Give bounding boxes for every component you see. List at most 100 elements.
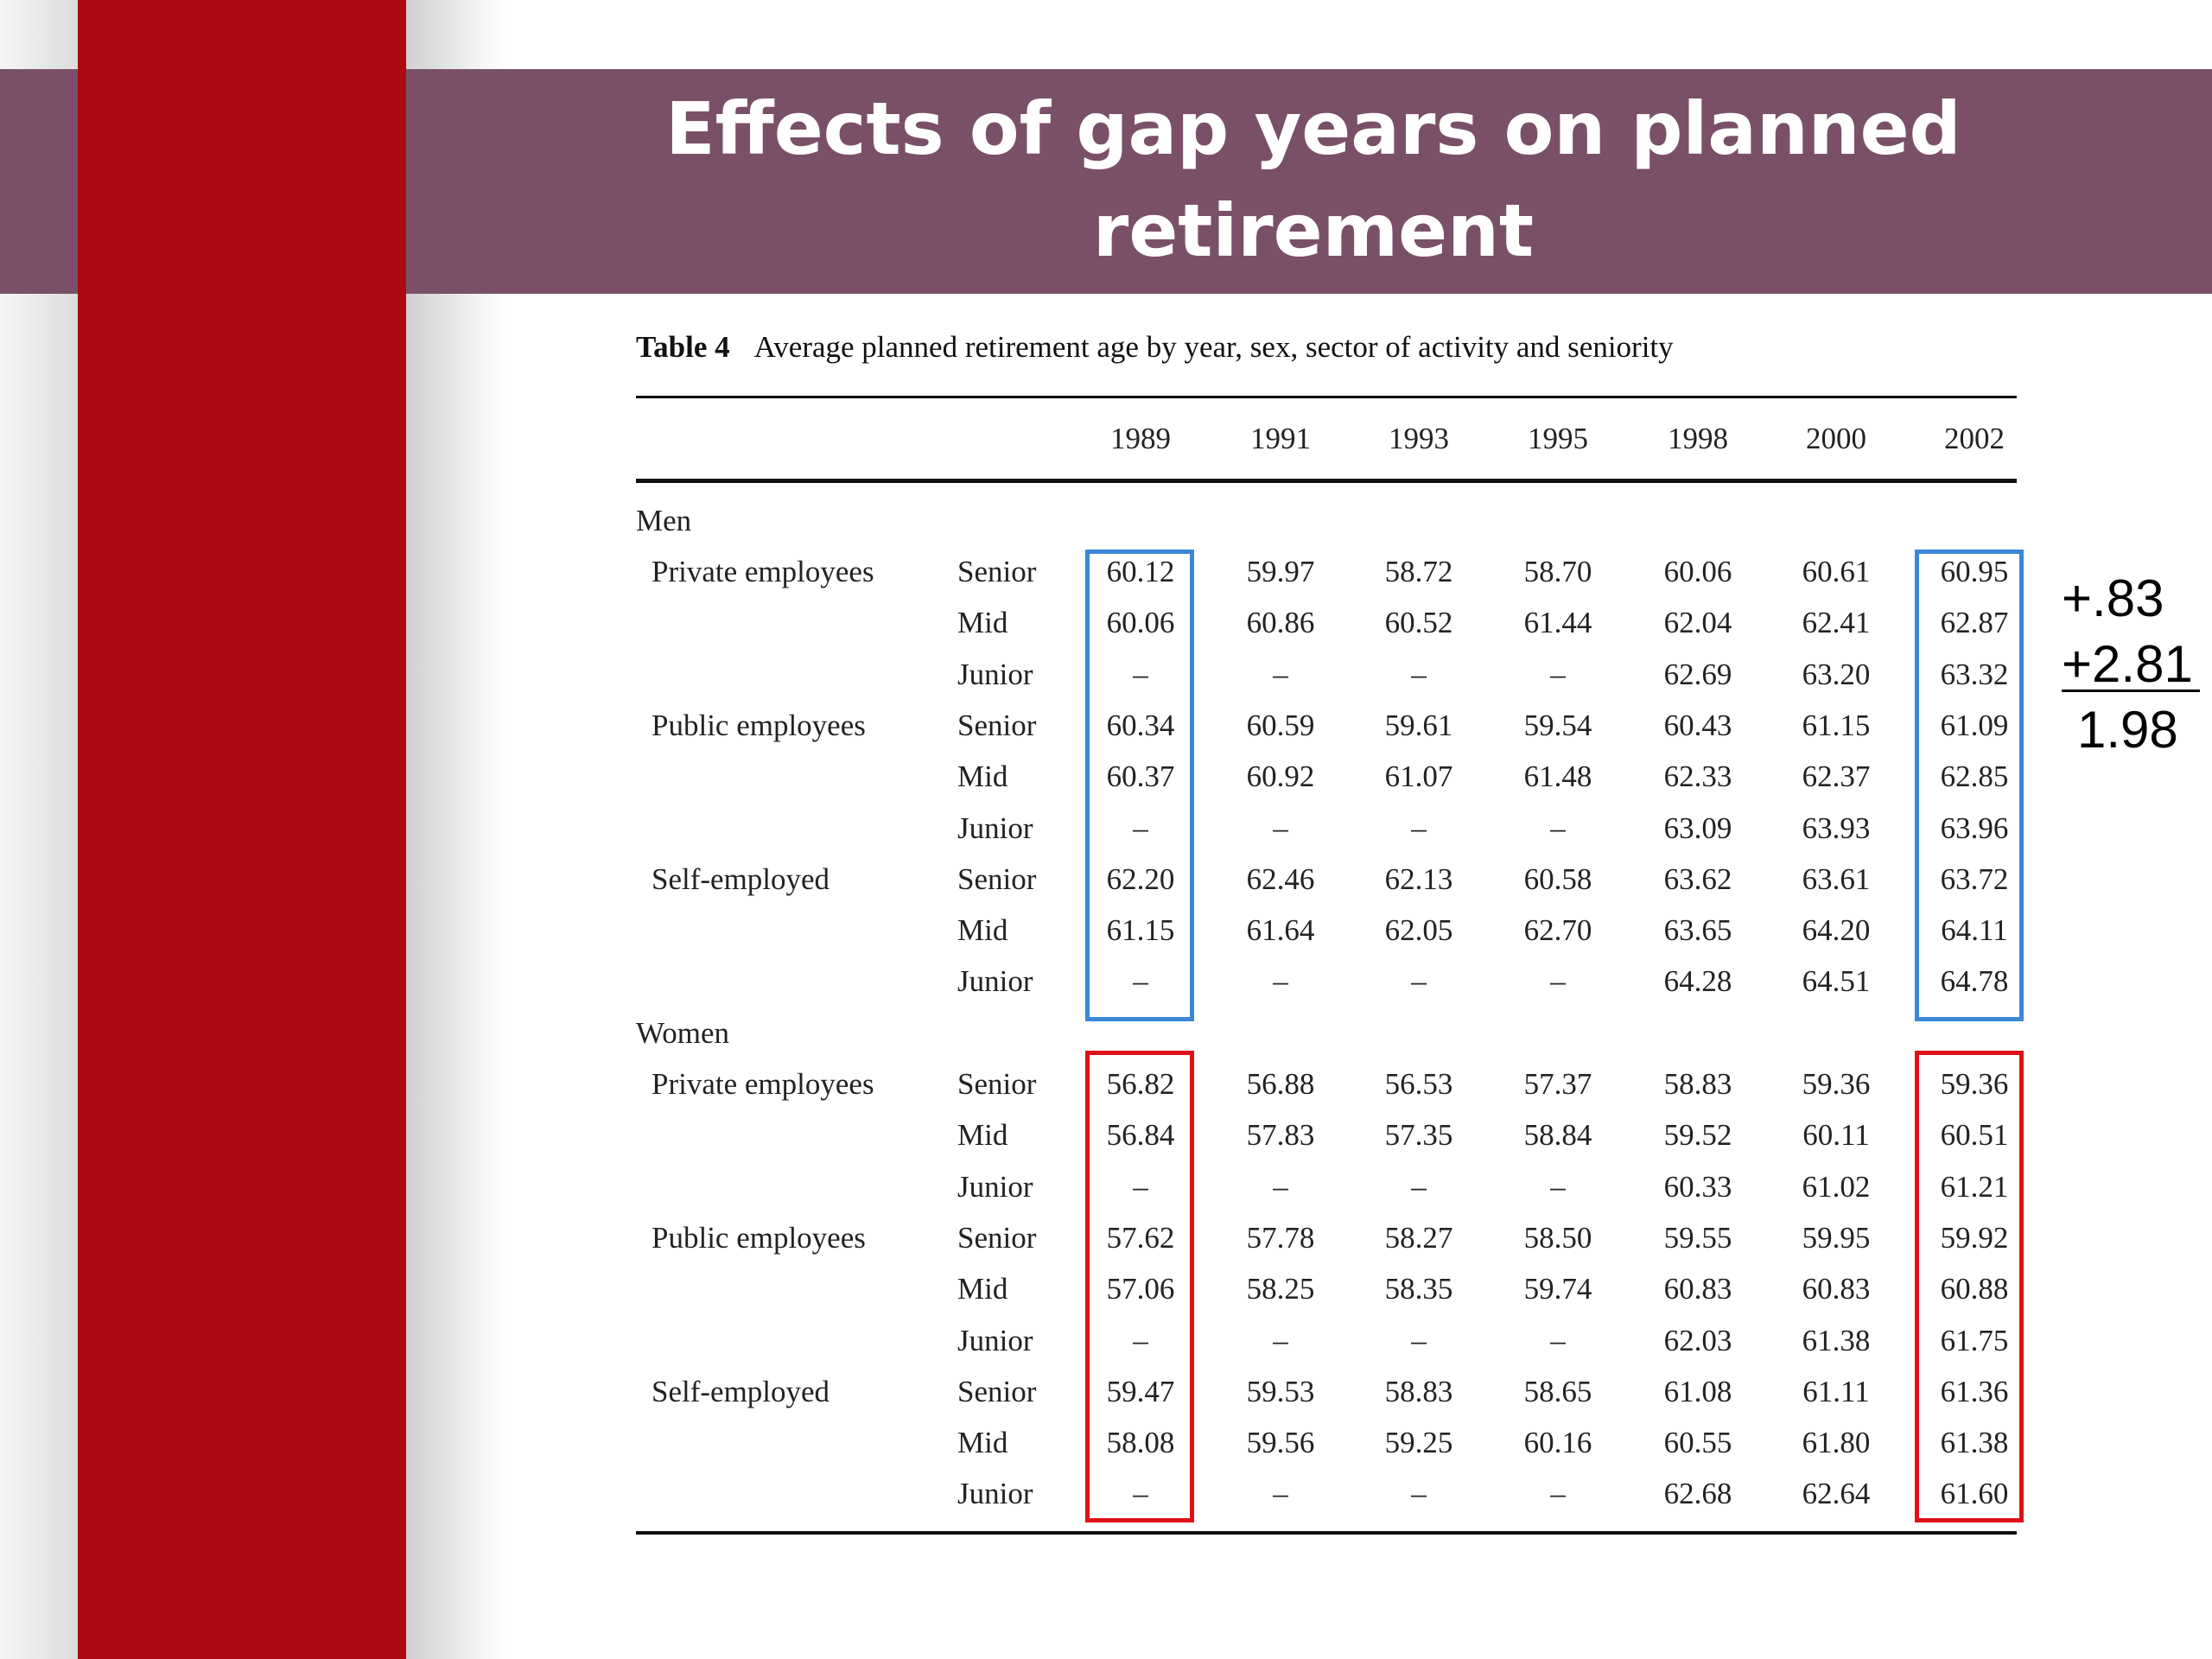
table-cell: 63.96 — [1940, 810, 2009, 845]
year-header: 1991 — [1250, 422, 1311, 455]
table-cell: 57.78 — [1246, 1220, 1315, 1255]
table-cell: 62.13 — [1384, 861, 1453, 896]
seniority-label: Mid — [957, 1118, 1008, 1153]
table-cell: 59.53 — [1246, 1374, 1315, 1408]
table-cell: 60.37 — [1106, 760, 1175, 794]
table-cell: 64.28 — [1663, 964, 1732, 999]
sector-label: Self-employed — [652, 861, 830, 896]
sector-label: Self-employed — [652, 1374, 830, 1408]
table-cell: 60.83 — [1802, 1272, 1871, 1306]
table-cell: 63.32 — [1940, 657, 2009, 691]
annotation-difference-2: +2.81 — [2062, 635, 2193, 693]
table-cell: 61.64 — [1246, 913, 1315, 948]
table-cell: 60.55 — [1663, 1426, 1732, 1460]
table-cell: 62.37 — [1802, 760, 1871, 794]
table-cell: 60.33 — [1663, 1169, 1732, 1204]
table-cell: – — [1273, 964, 1288, 999]
table-cell: 60.43 — [1663, 708, 1732, 742]
sector-label: Public employees — [652, 708, 866, 742]
seniority-label: Mid — [957, 606, 1008, 640]
table-cell: – — [1273, 1477, 1288, 1511]
table-cell: 62.46 — [1246, 861, 1315, 896]
table-cell: 58.65 — [1523, 1374, 1592, 1408]
table-cell: 62.33 — [1663, 760, 1732, 794]
table-cell: 59.74 — [1523, 1272, 1592, 1306]
table-cell: 59.55 — [1663, 1220, 1732, 1255]
table-cell: 61.08 — [1663, 1374, 1732, 1408]
table-cell: 58.72 — [1384, 555, 1453, 588]
table-cell: – — [1273, 810, 1288, 845]
table-bottom-rule — [636, 1531, 2017, 1535]
table-cell: 60.92 — [1246, 760, 1315, 794]
table-cell: 57.37 — [1523, 1067, 1592, 1101]
table-cell: 62.69 — [1663, 657, 1732, 691]
table-cell: 59.47 — [1106, 1374, 1175, 1408]
table-cell: 59.52 — [1663, 1118, 1732, 1153]
table-cell: 61.38 — [1802, 1323, 1871, 1357]
table-cell: – — [1411, 1323, 1427, 1357]
men-1989-highlight-box — [1085, 550, 1194, 1021]
table-cell: – — [1133, 810, 1148, 845]
seniority-label: Senior — [957, 708, 1037, 742]
table-cell: 60.34 — [1106, 708, 1175, 742]
table-cell: 60.86 — [1246, 606, 1315, 640]
table-cell: – — [1273, 1169, 1288, 1204]
year-header: 1993 — [1389, 422, 1449, 455]
table-cell: – — [1550, 964, 1566, 999]
men-2002-highlight-box — [1915, 550, 2024, 1021]
table-cell: 60.51 — [1940, 1118, 2009, 1153]
table-cell: 63.72 — [1940, 861, 2009, 896]
table-caption-label: Table 4 — [636, 330, 730, 364]
table-cell: – — [1273, 657, 1288, 691]
seniority-label: Mid — [957, 1426, 1008, 1460]
annotation-difference-1: +.83 — [2062, 569, 2164, 627]
year-header: 1998 — [1668, 422, 1728, 455]
table-cell: 61.02 — [1802, 1169, 1871, 1204]
slide-title-line-1: Effects of gap years on planned retireme… — [665, 86, 1961, 273]
seniority-label: Senior — [957, 1220, 1037, 1255]
table-cell: 58.70 — [1523, 555, 1592, 588]
table-cell: 60.11 — [1802, 1118, 1870, 1153]
table-cell: 60.88 — [1940, 1272, 2009, 1306]
table-cell: 61.15 — [1106, 913, 1175, 948]
sector-label: Private employees — [652, 555, 874, 588]
seniority-label: Senior — [957, 861, 1037, 896]
table-cell: 62.05 — [1384, 913, 1453, 948]
year-header: 2000 — [1806, 422, 1866, 455]
table-cell: 62.41 — [1802, 606, 1871, 640]
table-cell: 64.11 — [1941, 913, 2008, 948]
seniority-label: Junior — [957, 1323, 1033, 1357]
seniority-label: Junior — [957, 657, 1033, 691]
sector-label: Private employees — [652, 1067, 874, 1101]
seniority-label: Junior — [957, 1169, 1033, 1204]
seniority-label: Senior — [957, 1374, 1037, 1408]
table-cell: 59.36 — [1802, 1067, 1871, 1101]
seniority-label: Mid — [957, 913, 1008, 948]
table-cell: 60.16 — [1523, 1426, 1592, 1460]
table-cell: 57.62 — [1106, 1220, 1175, 1255]
table-cell: – — [1133, 964, 1148, 999]
table-cell: 59.92 — [1940, 1220, 2009, 1255]
table-cell: – — [1133, 657, 1148, 691]
table-cell: 61.60 — [1940, 1477, 2009, 1511]
seniority-label: Senior — [957, 555, 1037, 588]
table-cell: 58.50 — [1523, 1220, 1592, 1255]
slide-title: Effects of gap years on planned retireme… — [484, 78, 2143, 384]
table-cell: 56.53 — [1384, 1067, 1453, 1101]
seniority-label: Junior — [957, 810, 1033, 845]
table-cell: 60.61 — [1802, 555, 1871, 588]
table-cell: 62.03 — [1663, 1323, 1732, 1357]
table-cell: 61.38 — [1940, 1426, 2009, 1460]
table-cell: 60.58 — [1523, 861, 1592, 896]
table-cell: 63.20 — [1802, 657, 1871, 691]
table-cell: 60.06 — [1106, 606, 1175, 640]
table-cell: 59.97 — [1246, 555, 1315, 588]
table-cell: 58.84 — [1523, 1118, 1592, 1153]
table-cell: 60.83 — [1663, 1272, 1732, 1306]
table-cell: – — [1133, 1169, 1148, 1204]
seniority-label: Mid — [957, 760, 1008, 794]
table-cell: 59.61 — [1384, 708, 1453, 742]
seniority-label: Junior — [957, 1477, 1033, 1511]
table-top-rule — [636, 396, 2017, 398]
